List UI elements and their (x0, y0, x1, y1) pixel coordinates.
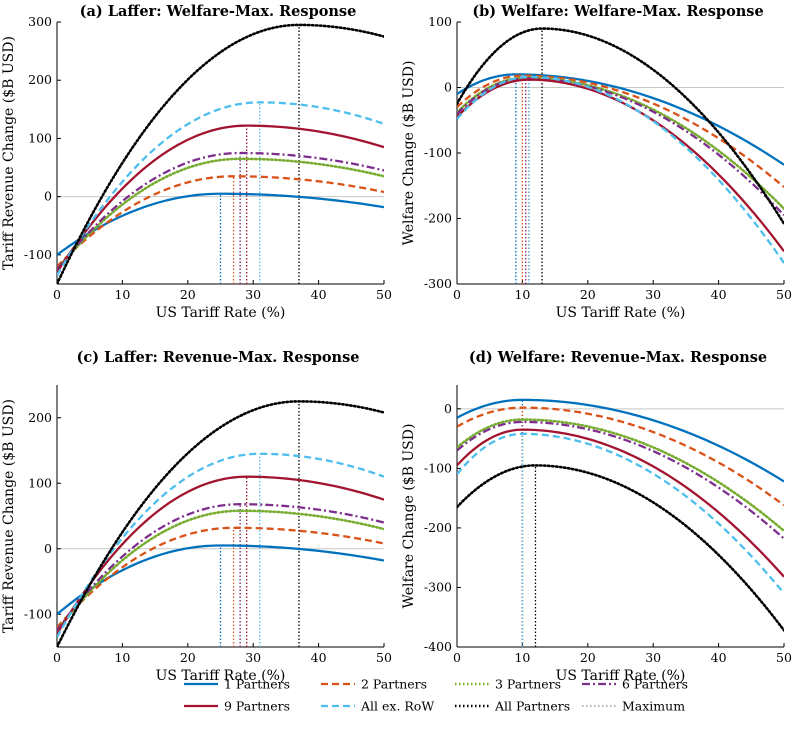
x-tick-label: 40 (311, 287, 327, 302)
x-tick-label: 10 (514, 650, 530, 665)
y-tick-label: -200 (424, 520, 452, 535)
series-line-p9 (57, 475, 384, 635)
panel-title: (a) Laffer: Welfare-Max. Response (80, 3, 357, 20)
series-line-p3 (457, 418, 784, 533)
x-tick-label: 10 (114, 650, 130, 665)
y-tick-label: -300 (424, 579, 452, 594)
y-tick-label: -100 (24, 606, 52, 621)
series-line-p6 (457, 420, 784, 540)
x-axis-label: US Tariff Rate (%) (556, 668, 686, 684)
y-axis-label: Tariff Revenue Change ($B USD) (1, 36, 17, 270)
panel-4: (d) Welfare: Revenue-Max. Response 0 10 20 3… (401, 349, 792, 684)
series-line-p3 (57, 509, 384, 632)
panel-title: (d) Welfare: Revenue-Max. Response (469, 349, 767, 366)
x-axis-label: US Tariff Rate (%) (556, 305, 686, 321)
y-tick-label: -200 (424, 211, 452, 226)
legend-label-p9: 9 Partners (224, 699, 290, 714)
y-tick-label: 200 (28, 72, 52, 87)
y-tick-label: 100 (428, 14, 452, 29)
x-tick-label: 10 (114, 287, 130, 302)
y-tick-label: 0 (444, 401, 452, 416)
series-line-row (457, 432, 784, 595)
y-tick-label: -400 (424, 639, 452, 654)
panel-2: (b) Welfare: Welfare-Max. Response 0 10 20 3… (401, 3, 792, 321)
x-tick-label: 30 (245, 287, 261, 302)
panel-title: (c) Laffer: Revenue-Max. Response (77, 349, 360, 366)
y-tick-label: 100 (28, 130, 52, 145)
series-line-p2 (457, 406, 784, 507)
y-tick-label: -100 (24, 247, 52, 262)
legend-label-row: All ex. RoW (360, 699, 434, 714)
legend-label-p2: 2 Partners (361, 677, 427, 692)
legend: 1 Partners 2 Partners 3 Partners 6 Partners… (184, 677, 688, 714)
x-tick-label: 0 (53, 287, 61, 302)
panel-title: (b) Welfare: Welfare-Max. Response (472, 3, 763, 20)
y-tick-label: 0 (444, 80, 452, 95)
x-tick-label: 40 (711, 287, 727, 302)
series-line-p1 (57, 192, 384, 256)
series-line-p1 (57, 544, 384, 616)
series-line-p2 (57, 526, 384, 629)
y-tick-label: 0 (44, 189, 52, 204)
x-tick-label: 0 (453, 650, 461, 665)
y-axis-label: Welfare Change ($B USD) (401, 424, 417, 609)
legend-label-max: Maximum (622, 699, 685, 714)
y-axis-label: Welfare Change ($B USD) (401, 61, 417, 246)
series-line-p2 (57, 175, 384, 268)
y-tick-label: -100 (424, 460, 452, 475)
series-line-p1 (457, 73, 784, 166)
x-tick-label: 20 (580, 650, 596, 665)
x-tick-label: 40 (311, 650, 327, 665)
series-line-p3 (57, 157, 384, 271)
y-tick-label: -300 (424, 276, 452, 291)
x-tick-label: 50 (776, 650, 792, 665)
legend-label-all: All Partners (494, 699, 570, 714)
series-line-all (57, 400, 384, 647)
x-tick-label: 20 (180, 287, 196, 302)
y-tick-label: 0 (44, 541, 52, 556)
x-tick-label: 20 (580, 287, 596, 302)
series-line-p1 (457, 398, 784, 483)
x-tick-label: 30 (245, 650, 261, 665)
series-line-p2 (457, 74, 784, 188)
x-axis-label: US Tariff Rate (%) (156, 668, 286, 684)
y-tick-label: 300 (28, 14, 52, 29)
y-tick-label: -100 (424, 145, 452, 160)
series-line-p9 (457, 428, 784, 578)
series-line-p6 (57, 503, 384, 632)
y-axis-label: Tariff Revenue Change ($B USD) (1, 399, 17, 633)
x-tick-label: 0 (53, 650, 61, 665)
series-line-all (457, 27, 784, 226)
series-line-all (57, 23, 384, 284)
series-line-p9 (57, 124, 384, 273)
series-line-row (57, 101, 384, 276)
series-line-p6 (57, 151, 384, 271)
x-tick-label: 50 (376, 287, 392, 302)
x-tick-label: 20 (180, 650, 196, 665)
legend-label-p3: 3 Partners (495, 677, 561, 692)
x-tick-label: 50 (376, 650, 392, 665)
x-tick-label: 50 (776, 287, 792, 302)
legend-label-p6: 6 Partners (622, 677, 688, 692)
panel-1: (a) Laffer: Welfare-Max. Response 0 10 20 30… (1, 3, 392, 321)
series-line-all (457, 464, 784, 632)
x-tick-label: 10 (514, 287, 530, 302)
x-tick-label: 30 (645, 287, 661, 302)
series-line-row (57, 452, 384, 638)
legend-label-p1: 1 Partners (224, 677, 290, 692)
y-tick-label: 100 (28, 475, 52, 490)
series-line-p6 (457, 77, 784, 217)
x-tick-label: 40 (711, 650, 727, 665)
x-axis-label: US Tariff Rate (%) (156, 305, 286, 321)
y-tick-label: 200 (28, 410, 52, 425)
series-line-row (457, 75, 784, 264)
x-tick-label: 30 (645, 650, 661, 665)
series-line-p9 (457, 78, 784, 252)
panel-3: (c) Laffer: Revenue-Max. Response 0 10 20 30… (1, 349, 392, 684)
x-tick-label: 0 (453, 287, 461, 302)
